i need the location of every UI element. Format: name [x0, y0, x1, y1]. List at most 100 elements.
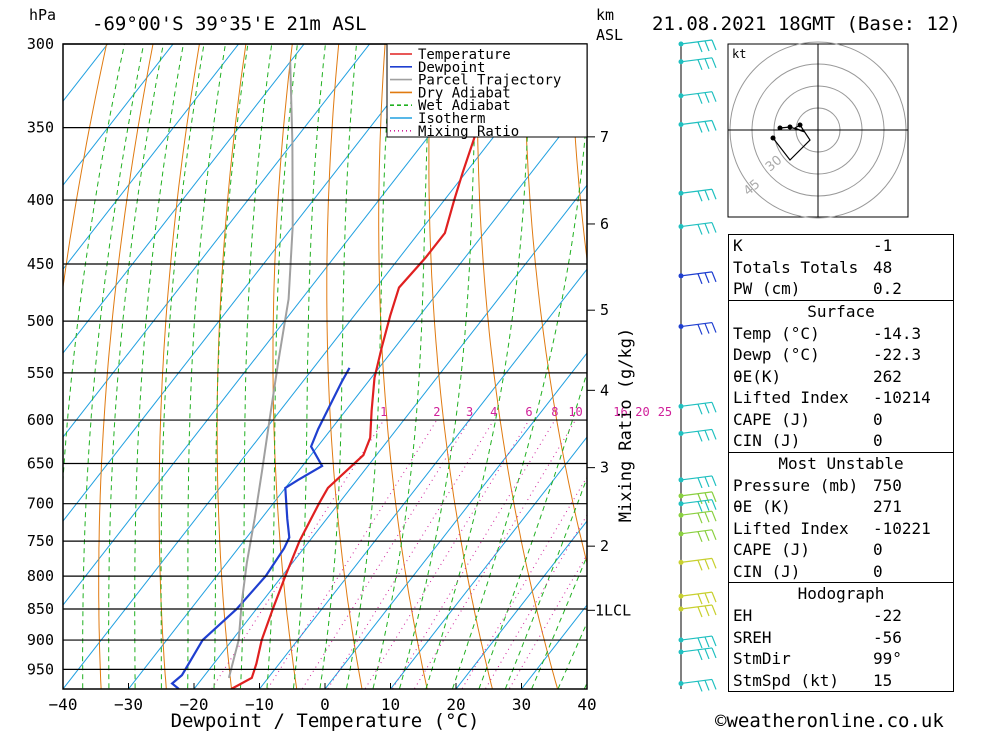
wet-adiabat-line — [372, 44, 432, 689]
credit-text: ©weatheronline.co.uk — [715, 710, 944, 732]
legend-label: Dewpoint — [418, 60, 485, 76]
legend-label: Temperature — [418, 47, 511, 63]
x-tick-label: −30 — [114, 695, 143, 714]
legend-label: Wet Adiabat — [418, 98, 511, 114]
wind-barb — [680, 91, 717, 104]
wind-barb — [680, 510, 717, 524]
x-tick-label: −20 — [180, 695, 209, 714]
wind-barb — [680, 591, 717, 605]
mixing-ratio-label: 1 — [380, 405, 387, 419]
most-unstable-title: Most Unstable — [778, 453, 904, 473]
mixing-ratio-label: 2 — [433, 405, 440, 419]
mixing-ratio-line — [484, 514, 587, 689]
pressure-tick-label: 900 — [27, 631, 54, 649]
location-title: -69°00'S 39°35'E 21m ASL — [92, 13, 367, 35]
index-value: -56 — [873, 627, 902, 647]
wind-barb — [680, 635, 717, 649]
wet-adiabat-line — [266, 44, 298, 689]
index-value: 15 — [873, 670, 893, 690]
legend-label: Parcel Trajectory — [418, 73, 561, 89]
index-row: Totals Totals 48 — [729, 257, 953, 279]
pressure-tick-label: 700 — [27, 495, 54, 513]
mixing-ratio-line — [391, 419, 556, 689]
index-value: 0 — [873, 409, 883, 429]
wind-barb — [680, 678, 717, 692]
datetime: 21.08.2021 18GMT (Base: 12) — [652, 13, 961, 35]
index-row: CAPE (J) 0 — [729, 539, 953, 561]
mixing-ratio-line — [508, 553, 587, 689]
km-tick-label: 6 — [600, 215, 609, 233]
index-value: 750 — [873, 475, 902, 495]
wind-profile — [678, 39, 717, 692]
km-tick-label: 3 — [600, 459, 609, 477]
pressure-tick-label: 550 — [27, 364, 54, 382]
mixing-ratio-label: 25 — [658, 405, 672, 419]
isotherm-line — [63, 44, 240, 270]
wet-adiabat-line — [531, 555, 587, 689]
mixing-ratio-label: 6 — [525, 405, 532, 419]
isotherm-line — [193, 184, 587, 689]
wind-barb — [680, 221, 717, 235]
pressure-tick-label: 450 — [27, 255, 54, 273]
wet-adiabat-line — [319, 44, 358, 689]
pressure-tick-label: 600 — [27, 411, 54, 429]
index-row: PW (cm) 0.2 — [729, 278, 953, 300]
index-key: StmSpd (kt) — [733, 670, 839, 690]
wind-barb — [680, 499, 717, 512]
x-tick-label: 30 — [512, 695, 531, 714]
index-row: Temp (°C) -14.3 — [729, 323, 953, 345]
wind-barb — [680, 428, 717, 442]
pressure-tick-label: 650 — [27, 454, 54, 472]
hpa-label: hPa — [29, 6, 56, 24]
hodograph-point — [797, 122, 803, 128]
index-key: Temp (°C) — [733, 323, 820, 343]
mixing-ratio-label: 3 — [466, 405, 473, 419]
mixing-ratio-label: 10 — [568, 405, 582, 419]
index-row: Dewp (°C) -22.3 — [729, 344, 953, 366]
x-tick-label: 20 — [446, 695, 465, 714]
index-value: -1 — [873, 236, 893, 255]
series-dewpoint — [170, 367, 351, 689]
isotherm-line — [0, 7, 71, 698]
x-axis-label: Dewpoint / Temperature (°C) — [171, 710, 480, 732]
pressure-tick-label: 300 — [27, 35, 54, 53]
wind-barb — [680, 401, 717, 415]
dry-adiabat-line — [980, 7, 1000, 698]
km-tick-label: 4 — [600, 381, 609, 399]
index-key: Totals Totals — [733, 257, 859, 277]
mixing-ratio-axis-label: Mixing Ratio (g/kg) — [616, 328, 636, 522]
km-label: km — [596, 6, 614, 24]
km-tick-label: 1LCL — [595, 601, 631, 619]
index-value: -14.3 — [873, 323, 922, 343]
index-value: -22 — [873, 606, 902, 625]
index-row: K -1 — [729, 235, 953, 257]
index-key: StmDir — [733, 649, 791, 668]
index-row: Pressure (mb) 750 — [729, 475, 953, 497]
wind-barb — [680, 271, 717, 285]
mixing-ratio-line — [266, 419, 438, 689]
isotherm-line — [389, 436, 587, 689]
x-tick-label: 10 — [381, 695, 400, 714]
index-value: 0.2 — [873, 279, 902, 298]
index-key: CIN (J) — [733, 561, 801, 581]
index-key: Pressure (mb) — [733, 475, 859, 495]
index-value: 48 — [873, 257, 893, 277]
wind-barb — [680, 491, 717, 505]
wind-barb — [680, 557, 717, 571]
pressure-tick-label: 850 — [27, 600, 54, 618]
wet-adiabat-line — [134, 44, 184, 689]
surface-title: Surface — [807, 301, 875, 321]
index-value: -22.3 — [873, 345, 922, 364]
hodograph-point — [787, 124, 793, 130]
wet-adiabat-line — [239, 44, 273, 689]
index-value: -10214 — [873, 388, 931, 407]
asl-label: ASL — [596, 26, 623, 44]
pressure-tick-label: 400 — [27, 191, 54, 209]
isotherm-line — [455, 520, 587, 689]
hodograph-point — [777, 125, 783, 131]
km-tick-label: 5 — [600, 301, 609, 319]
index-value: 0 — [873, 431, 883, 450]
index-row: SREH -56 — [729, 627, 953, 649]
